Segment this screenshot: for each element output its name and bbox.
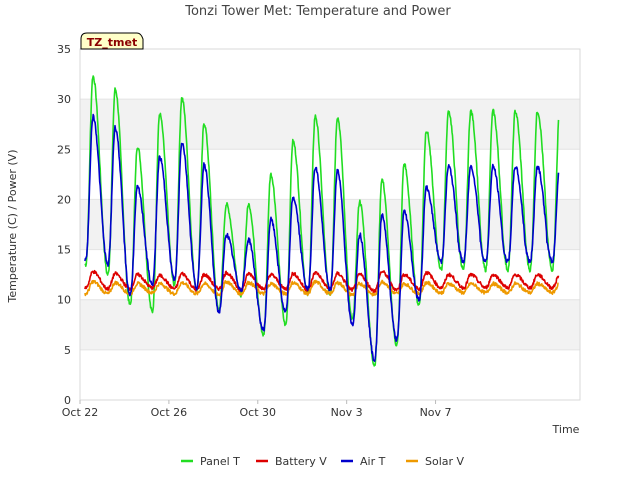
legend-item: Solar V <box>406 455 465 468</box>
grid-bands <box>80 99 580 350</box>
legend-label: Panel T <box>200 455 240 468</box>
plot-frame <box>79 48 581 401</box>
legend-item: Panel T <box>181 455 240 468</box>
legend-label: Solar V <box>425 455 465 468</box>
y-tick-label: 25 <box>57 143 71 156</box>
grid-band <box>80 199 580 250</box>
x-tick-label: Oct 22 <box>62 406 99 419</box>
legend-item: Battery V <box>256 455 327 468</box>
series-line-air-t <box>84 113 560 362</box>
grid-band <box>80 299 580 350</box>
x-axis-label: Time <box>552 423 580 436</box>
y-tick-label: 35 <box>57 43 71 56</box>
badge-box <box>80 32 144 50</box>
grid-band <box>80 99 580 150</box>
x-tick-label: Nov 3 <box>331 406 363 419</box>
y-tick-label: 5 <box>64 344 71 357</box>
series-line-solar-v <box>84 279 559 297</box>
series-line-battery-v <box>84 269 560 293</box>
badge-label: TZ_tmet <box>87 36 137 49</box>
x-tick-label: Oct 26 <box>151 406 188 419</box>
y-tick-label: 20 <box>57 193 71 206</box>
y-axis: 0 5 10 15 20 25 30 35 <box>57 43 71 407</box>
chart-title: Tonzi Tower Met: Temperature and Power <box>184 4 451 19</box>
y-axis-label: Temperature (C) / Power (V) <box>6 149 19 303</box>
y-tick-label: 0 <box>64 394 71 407</box>
series-layer <box>84 75 560 367</box>
x-axis: Oct 22 Oct 26 Oct 30 Nov 3 Nov 7 <box>62 400 452 419</box>
station-badge: TZ_tmet <box>80 32 144 50</box>
legend-label: Air T <box>360 455 386 468</box>
y-tick-label: 30 <box>57 93 71 106</box>
y-tick-label: 10 <box>57 294 71 307</box>
legend: Panel T Battery V Air T Solar V <box>181 455 465 468</box>
legend-item: Air T <box>341 455 386 468</box>
x-tick-label: Nov 7 <box>420 406 452 419</box>
series-line-panel-t <box>84 75 560 367</box>
legend-label: Battery V <box>275 455 327 468</box>
y-tick-label: 15 <box>57 244 71 257</box>
x-tick-label: Oct 30 <box>240 406 277 419</box>
